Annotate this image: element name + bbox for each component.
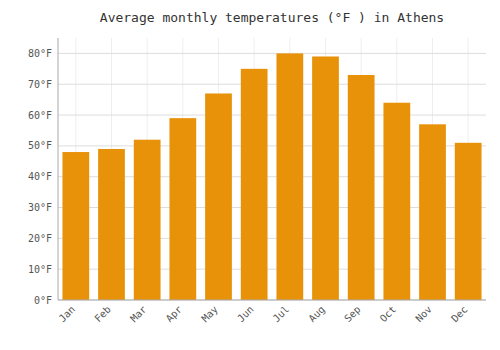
x-tick-label: May xyxy=(199,304,220,325)
y-tick-label: 10°F xyxy=(28,264,52,275)
y-axis-line xyxy=(58,38,59,300)
bar xyxy=(169,118,196,300)
x-tick-label: Aug xyxy=(306,304,327,325)
y-grid-line xyxy=(58,115,486,116)
x-tick-label: Jan xyxy=(57,304,78,325)
bar xyxy=(62,152,89,300)
y-grid-line xyxy=(58,300,486,301)
chart-svg: 0°F 10°F 20°F 30°F 40°F 50°F 60°F 70°F 80°F Jan Fe… xyxy=(0,0,500,350)
bar xyxy=(383,103,410,300)
x-tick-label: Feb xyxy=(92,304,113,325)
x-tick-label: Dec xyxy=(449,304,470,325)
bar xyxy=(455,143,482,300)
bar xyxy=(276,53,303,300)
y-tick-label: 50°F xyxy=(28,140,52,151)
y-tick-label: 30°F xyxy=(28,202,52,213)
y-tick-label: 40°F xyxy=(28,171,52,182)
y-grid-line xyxy=(58,53,486,54)
bar xyxy=(134,140,161,300)
chart-title: Average monthly temperatures (°F ) in At… xyxy=(100,10,444,25)
grid xyxy=(58,38,486,300)
x-tick-label: Jun xyxy=(235,304,256,325)
y-tick-label: 70°F xyxy=(28,79,52,90)
chart-container: 0°F 10°F 20°F 30°F 40°F 50°F 60°F 70°F 80°F Jan Fe… xyxy=(0,0,500,350)
bar xyxy=(348,75,375,300)
x-tick-label: Apr xyxy=(164,304,185,325)
x-tick-label: Mar xyxy=(128,304,149,325)
bar xyxy=(98,149,125,300)
bar xyxy=(419,124,446,300)
x-axis-line xyxy=(58,300,486,301)
bar xyxy=(312,56,339,300)
y-tick-label: 0°F xyxy=(34,295,52,306)
x-tick-label: Jul xyxy=(271,304,292,325)
y-tick-label: 80°F xyxy=(28,48,52,59)
y-grid-line xyxy=(58,84,486,85)
bar xyxy=(205,93,232,300)
y-tick-label: 60°F xyxy=(28,110,52,121)
x-tick-label: Sep xyxy=(342,304,363,325)
y-tick-label: 20°F xyxy=(28,233,52,244)
x-tick-label: Oct xyxy=(378,304,399,325)
x-tick-label: Nov xyxy=(413,304,434,325)
bars xyxy=(62,53,481,300)
bar xyxy=(241,69,268,300)
